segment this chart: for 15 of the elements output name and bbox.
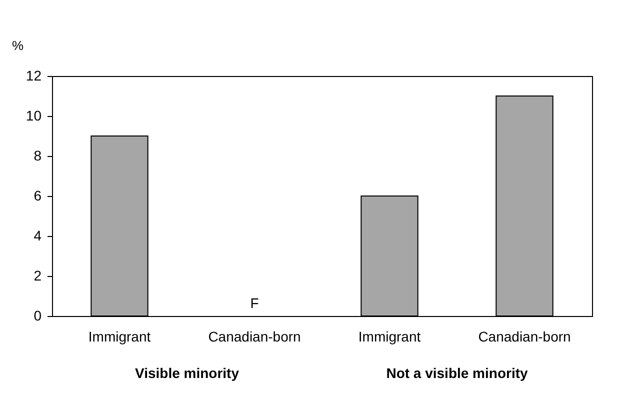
x-tick-label: Immigrant: [358, 328, 421, 344]
y-tick-label: 8: [34, 148, 42, 164]
y-axis-title: %: [12, 38, 24, 53]
y-tick-label: 12: [26, 68, 42, 84]
y-tick-label: 2: [34, 268, 42, 284]
y-tick-label: 0: [34, 308, 42, 324]
text: F: [250, 295, 259, 311]
x-tick-label: Immigrant: [88, 328, 151, 344]
y-tick-label: 6: [34, 188, 42, 204]
y-tick-label: 4: [34, 228, 42, 244]
text: Visible minority: [135, 365, 240, 381]
y-tick-label: 10: [26, 108, 42, 124]
x-tick-label: Canadian-born: [478, 328, 571, 344]
text: Not a visible minority: [386, 365, 528, 381]
x-tick-label: Canadian-born: [208, 328, 301, 344]
